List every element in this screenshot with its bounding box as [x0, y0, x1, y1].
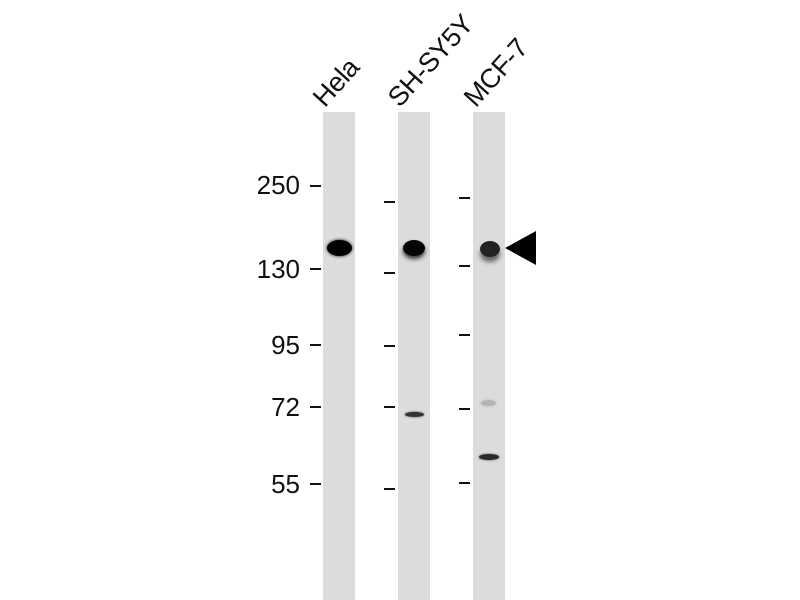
- marker-55: 55: [271, 469, 300, 499]
- band-sh-sy5y-main: [403, 240, 425, 256]
- marker-tick: [310, 406, 321, 408]
- band-mcf-7-faint: [481, 400, 496, 406]
- marker-tick: [384, 272, 395, 274]
- marker-tick: [459, 265, 470, 267]
- band-sh-sy5y-lower: [405, 412, 424, 417]
- marker-tick: [459, 482, 470, 484]
- lane-hela: [323, 112, 355, 600]
- lane-sh-sy5y: [398, 112, 430, 600]
- marker-72: 72: [271, 392, 300, 422]
- marker-250: 250: [256, 170, 300, 200]
- marker-tick: [310, 268, 321, 270]
- marker-tick: [384, 406, 395, 408]
- marker-tick: [384, 488, 395, 490]
- marker-tick: [384, 345, 395, 347]
- band-mcf-7-main: [480, 241, 500, 257]
- lane-label-mcf-7: MCF-7: [457, 32, 534, 113]
- marker-tick: [310, 185, 321, 187]
- marker-tick: [310, 483, 321, 485]
- marker-tick: [459, 197, 470, 199]
- lane-label-hela: Hela: [306, 52, 366, 113]
- marker-tick: [310, 344, 321, 346]
- arrow-indicator-icon: [505, 231, 536, 265]
- marker-tick: [459, 334, 470, 336]
- marker-tick: [384, 201, 395, 203]
- lane-mcf-7: [473, 112, 505, 600]
- band-hela-main: [327, 240, 352, 256]
- band-mcf-7-lower: [479, 454, 499, 460]
- marker-95: 95: [271, 330, 300, 360]
- marker-130: 130: [256, 254, 300, 284]
- marker-tick: [459, 408, 470, 410]
